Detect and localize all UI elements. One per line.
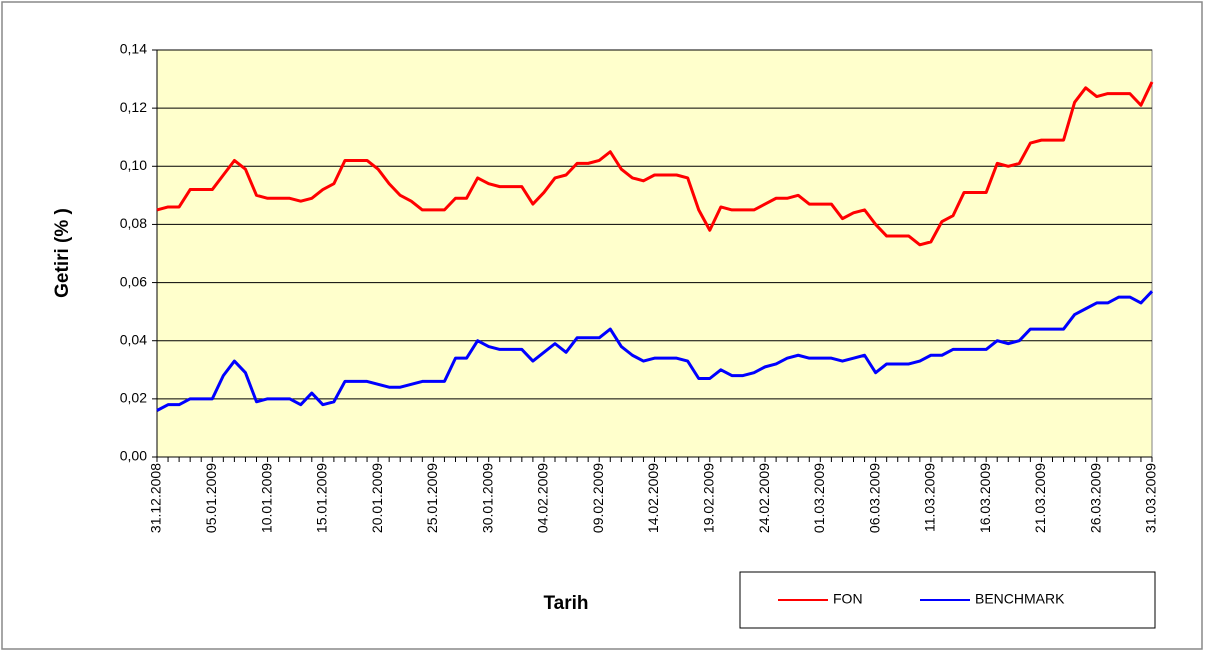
x-tick-label: 06.03.2009 bbox=[866, 463, 882, 533]
plot-area bbox=[156, 49, 1153, 458]
y-tick-label: 0,00 bbox=[120, 448, 147, 464]
x-tick-label: 14.02.2009 bbox=[645, 463, 661, 533]
x-tick-label: 01.03.2009 bbox=[811, 463, 827, 533]
x-tick-label: 04.02.2009 bbox=[535, 463, 551, 533]
y-tick-label: 0,10 bbox=[120, 157, 147, 173]
x-tick-label: 31.12.2008 bbox=[148, 463, 164, 533]
x-tick-label: 16.03.2009 bbox=[977, 463, 993, 533]
y-axis-title: Getiri (% ) bbox=[52, 208, 73, 298]
legend-label: BENCHMARK bbox=[975, 591, 1065, 607]
x-axis-title: Tarih bbox=[543, 593, 588, 614]
x-tick-label: 05.01.2009 bbox=[203, 463, 219, 533]
y-tick-label: 0,12 bbox=[120, 99, 147, 115]
x-tick-label: 30.01.2009 bbox=[479, 463, 495, 533]
x-tick-label: 25.01.2009 bbox=[424, 463, 440, 533]
y-tick-label: 0,14 bbox=[120, 41, 147, 57]
x-tick-label: 21.03.2009 bbox=[1032, 463, 1048, 533]
series-line bbox=[156, 81, 1154, 247]
x-tick-label: 19.02.2009 bbox=[700, 463, 716, 533]
x-tick-label: 31.03.2009 bbox=[1143, 463, 1159, 533]
series-line bbox=[156, 290, 1154, 412]
y-tick-label: 0,08 bbox=[120, 215, 147, 231]
x-tick-label: 26.03.2009 bbox=[1087, 463, 1103, 533]
x-tick-label: 20.01.2009 bbox=[369, 463, 385, 533]
x-tick-label: 24.02.2009 bbox=[756, 463, 772, 533]
x-tick-label: 15.01.2009 bbox=[314, 463, 330, 533]
y-tick-label: 0,06 bbox=[120, 273, 147, 289]
legend-label: FON bbox=[833, 591, 863, 607]
y-tick-label: 0,04 bbox=[120, 331, 147, 347]
x-tick-label: 11.03.2009 bbox=[922, 463, 938, 532]
y-tick-label: 0,02 bbox=[120, 390, 147, 406]
x-tick-label: 09.02.2009 bbox=[590, 463, 606, 533]
x-tick-label: 10.01.2009 bbox=[258, 463, 274, 533]
